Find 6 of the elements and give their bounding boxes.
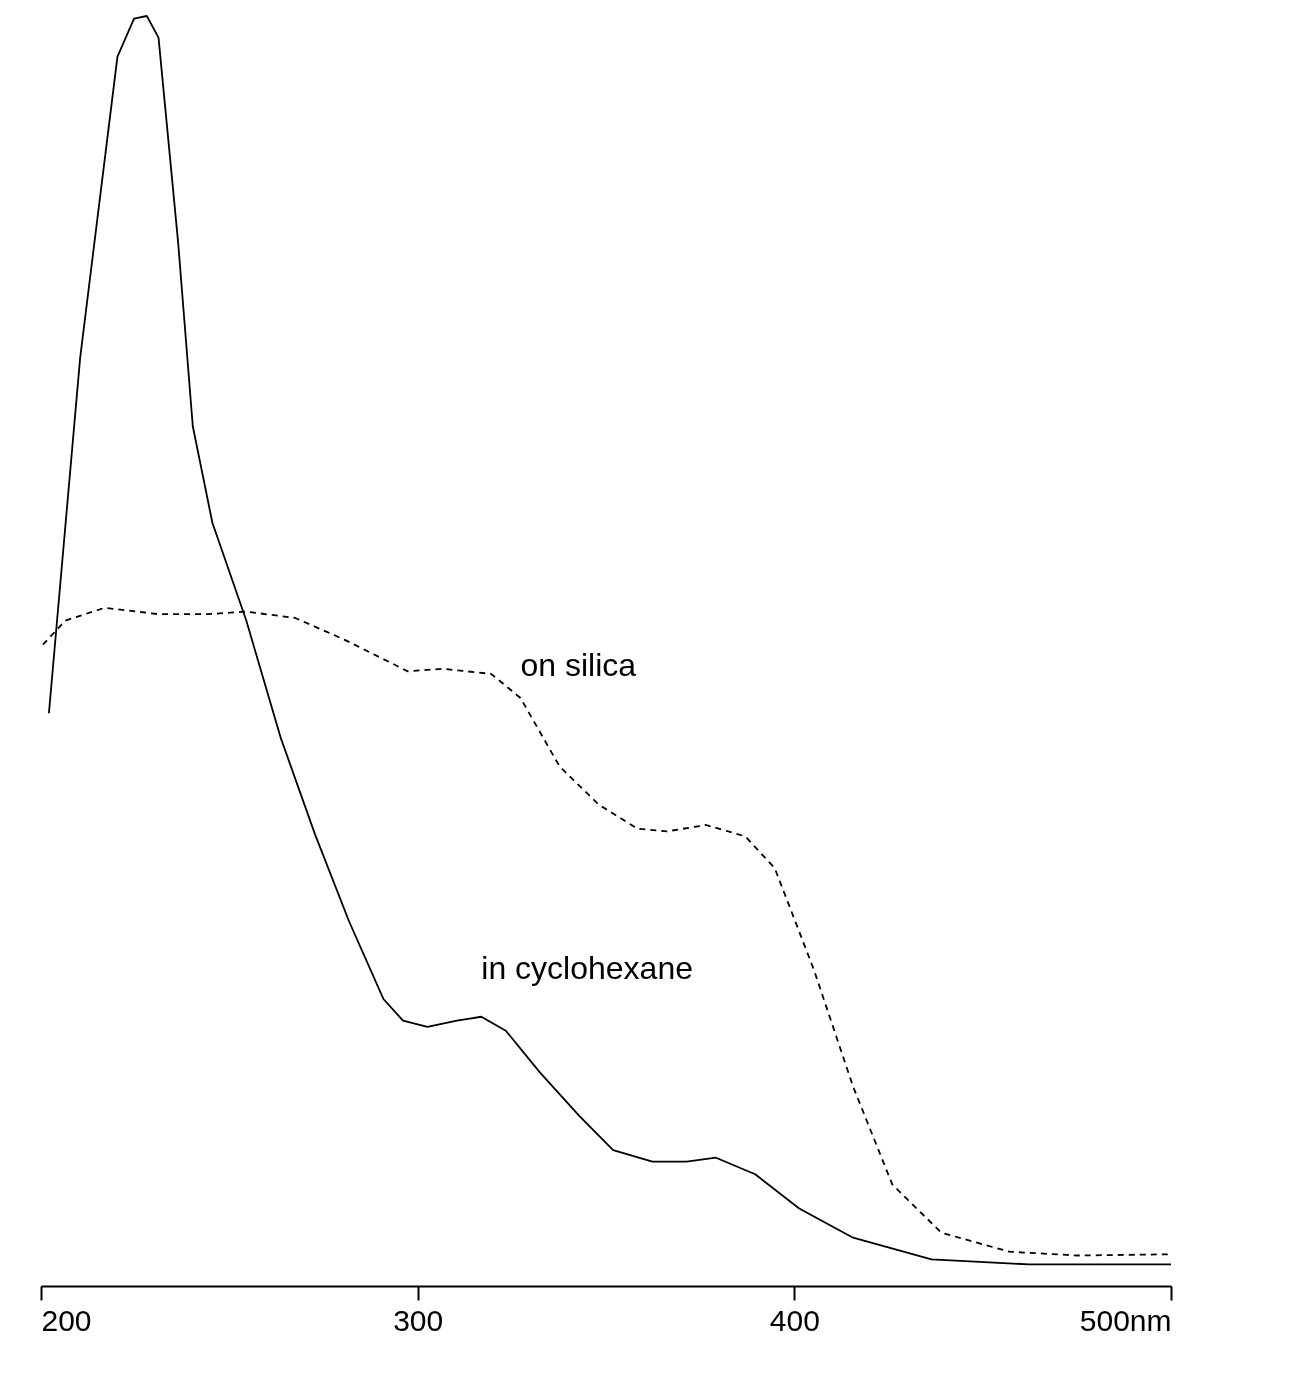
x-tick-label: 400 — [769, 1303, 820, 1337]
x-tick-label: 500nm — [1079, 1303, 1172, 1337]
x-tick-label: 300 — [393, 1303, 444, 1337]
series-label: on silica — [520, 646, 637, 683]
x-tick-label: 200 — [41, 1303, 92, 1337]
series-label: in cyclohexane — [481, 949, 694, 986]
